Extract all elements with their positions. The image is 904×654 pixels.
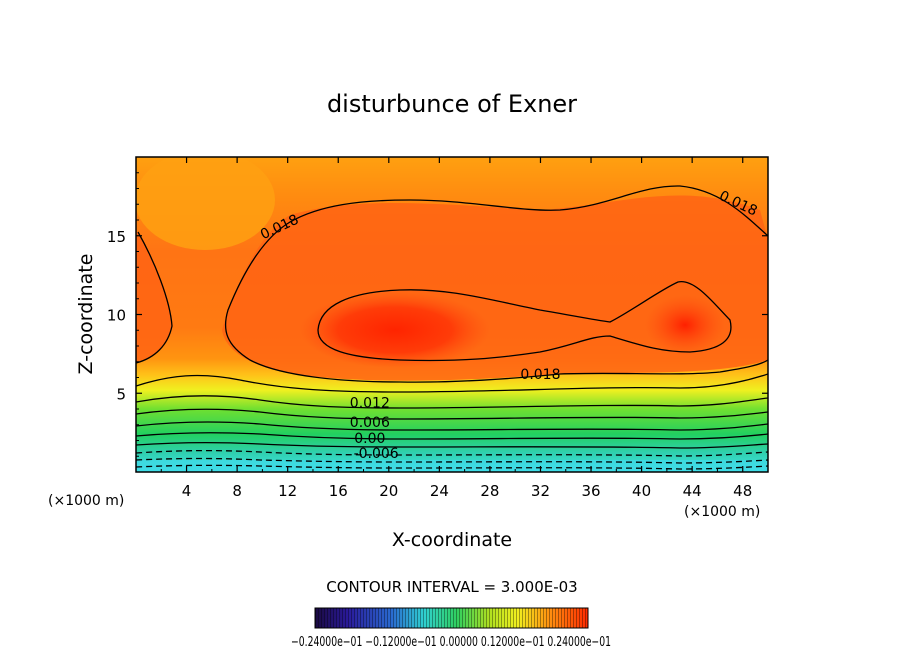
x-tick-label: 16 xyxy=(329,482,348,500)
contour-line-inner-max xyxy=(317,281,732,362)
x-tick-label: 48 xyxy=(733,482,752,500)
contour-label: 0.006 xyxy=(350,415,390,431)
x-tick-label: 24 xyxy=(430,482,449,500)
contour-label: 0.00 xyxy=(354,431,385,447)
plot-area xyxy=(136,157,768,472)
bottom-cyan-band xyxy=(136,460,768,472)
y-tick-label: 15 xyxy=(107,228,126,246)
contour-interval-label: CONTOUR INTERVAL = 3.000E-03 xyxy=(326,578,577,596)
contour-line-0018-left xyxy=(136,231,173,364)
contour-line-0012 xyxy=(136,395,768,409)
y-tick-label: 5 xyxy=(116,385,126,403)
x-tick-label: 40 xyxy=(632,482,651,500)
x-unit-label-right: (×1000 m) xyxy=(684,504,760,520)
contour-line-0006 xyxy=(136,421,768,431)
secondary-maximum xyxy=(645,295,725,355)
x-tick-label: 8 xyxy=(232,482,242,500)
x-axis-label: X-coordinate xyxy=(392,529,512,551)
x-tick-label: 44 xyxy=(683,482,702,500)
contour-line-0009 xyxy=(136,408,768,420)
x-tick-label: 4 xyxy=(182,482,192,500)
contour-label: 0.018 xyxy=(520,367,560,383)
colorbar-stripes xyxy=(315,608,588,628)
colorbar: −0.24000e−01 −0.12000e−01 0.00000 0.1200… xyxy=(291,607,611,650)
contour-label: -0.006 xyxy=(354,446,399,462)
primary-maximum xyxy=(300,292,490,368)
contour-line-0003 xyxy=(136,432,768,440)
contour-line-0015 xyxy=(136,373,768,393)
colorbar-tick-labels: −0.24000e−01 −0.12000e−01 0.00000 0.1200… xyxy=(291,635,611,650)
contour-label: 0.012 xyxy=(350,395,390,411)
x-unit-label-left: (×1000 m) xyxy=(48,493,124,509)
contour-line-0000 xyxy=(136,441,768,449)
upper-left-light-region xyxy=(136,157,275,250)
colorbar-frame xyxy=(314,607,589,629)
x-tick-label: 20 xyxy=(379,482,398,500)
y-axis-label: Z-coordinate xyxy=(75,254,97,375)
chart-title: disturbunce of Exner xyxy=(327,90,577,118)
y-tick-label: 10 xyxy=(107,307,126,325)
x-tick-label: 36 xyxy=(581,482,600,500)
left-high-region xyxy=(136,230,172,362)
contour-line-neg-0009 xyxy=(136,464,768,470)
x-tick-label: 12 xyxy=(278,482,297,500)
contour-lines xyxy=(136,185,768,470)
x-tick-label: 28 xyxy=(480,482,499,500)
contour-line-neg-0003 xyxy=(136,449,768,457)
contour-line-0018-main xyxy=(224,185,768,383)
x-tick-label: 32 xyxy=(531,482,550,500)
contour-line-neg-0006 xyxy=(136,457,768,464)
